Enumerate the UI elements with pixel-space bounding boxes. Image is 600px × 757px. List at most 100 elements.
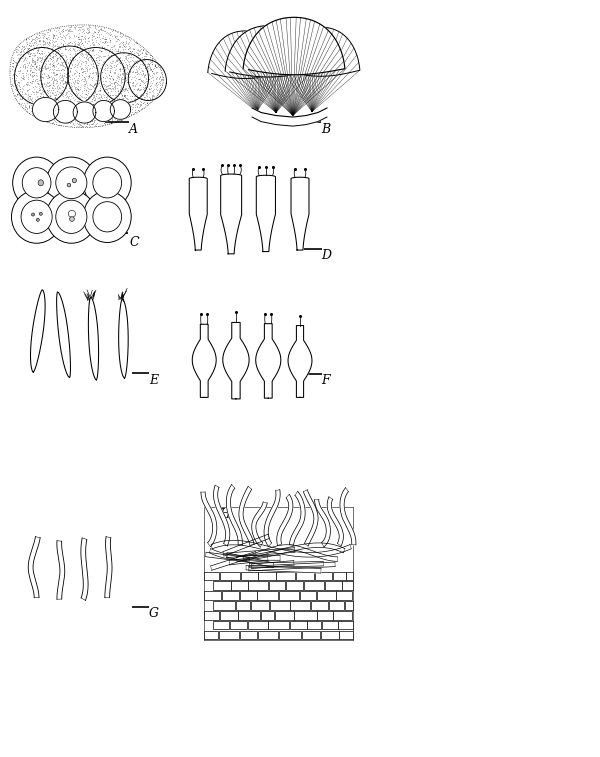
Point — [140, 69, 150, 81]
Point — [113, 90, 123, 102]
Point — [122, 92, 131, 104]
Point — [14, 67, 24, 79]
Point — [79, 33, 88, 45]
Point — [68, 105, 77, 117]
Point — [123, 83, 133, 95]
Point — [27, 95, 37, 107]
Point — [56, 107, 66, 119]
Point — [103, 95, 113, 107]
Point — [83, 48, 93, 61]
Point — [100, 89, 109, 101]
Point — [144, 67, 154, 79]
Point — [50, 40, 60, 52]
Point — [101, 80, 110, 92]
Point — [145, 61, 155, 73]
Point — [33, 102, 43, 114]
Bar — [257, 591, 278, 600]
Point — [80, 48, 89, 60]
Point — [112, 79, 122, 91]
Point — [58, 57, 68, 69]
Point — [16, 83, 25, 95]
Point — [97, 41, 106, 53]
Point — [26, 94, 35, 106]
Point — [136, 43, 146, 55]
Point — [50, 29, 59, 41]
Point — [115, 73, 124, 85]
Point — [67, 79, 77, 92]
Point — [82, 36, 92, 48]
Point — [40, 97, 49, 109]
Point — [69, 109, 79, 121]
Point — [24, 46, 34, 58]
Bar — [300, 591, 316, 600]
Point — [125, 110, 134, 122]
Point — [93, 72, 103, 84]
Point — [124, 64, 133, 76]
Point — [11, 89, 20, 101]
Point — [87, 106, 97, 118]
Point — [106, 57, 116, 69]
Point — [79, 44, 89, 56]
Point — [150, 55, 160, 67]
Point — [130, 70, 140, 83]
Point — [50, 61, 59, 73]
Point — [57, 74, 67, 86]
Point — [36, 73, 46, 86]
Point — [110, 116, 119, 128]
Point — [40, 97, 49, 109]
Point — [40, 76, 49, 89]
Point — [17, 40, 26, 52]
Point — [118, 67, 128, 79]
Point — [110, 101, 120, 113]
Point — [76, 89, 86, 101]
Point — [121, 30, 130, 42]
Point — [71, 89, 80, 101]
Point — [30, 107, 40, 120]
Point — [26, 93, 35, 105]
Point — [122, 106, 131, 118]
Point — [75, 81, 85, 93]
Point — [148, 89, 157, 101]
Point — [116, 101, 126, 113]
Point — [26, 99, 35, 111]
Point — [62, 108, 72, 120]
Point — [62, 114, 71, 126]
Point — [79, 101, 88, 114]
Point — [23, 42, 33, 54]
Point — [89, 115, 98, 127]
Point — [133, 49, 143, 61]
Point — [22, 65, 32, 77]
Point — [32, 56, 42, 68]
Point — [62, 114, 72, 126]
Point — [80, 104, 89, 117]
Point — [87, 111, 97, 123]
Point — [120, 101, 130, 114]
Point — [30, 100, 40, 112]
Point — [26, 58, 36, 70]
Point — [73, 111, 82, 123]
Point — [101, 83, 111, 95]
Point — [73, 71, 82, 83]
Point — [55, 45, 64, 58]
Point — [11, 73, 21, 85]
Point — [76, 107, 85, 119]
Point — [58, 116, 68, 128]
Point — [30, 48, 40, 61]
Point — [51, 98, 61, 110]
Point — [36, 96, 46, 108]
Point — [16, 45, 26, 57]
Point — [22, 67, 31, 79]
Point — [27, 75, 37, 87]
Point — [20, 58, 30, 70]
Point — [91, 26, 100, 38]
Point — [43, 42, 53, 54]
Point — [125, 70, 135, 83]
Polygon shape — [226, 484, 242, 545]
Point — [85, 39, 95, 51]
Point — [31, 86, 41, 98]
Point — [105, 34, 115, 46]
Point — [71, 85, 81, 97]
Point — [61, 104, 71, 116]
Point — [100, 117, 109, 129]
Point — [83, 32, 92, 44]
